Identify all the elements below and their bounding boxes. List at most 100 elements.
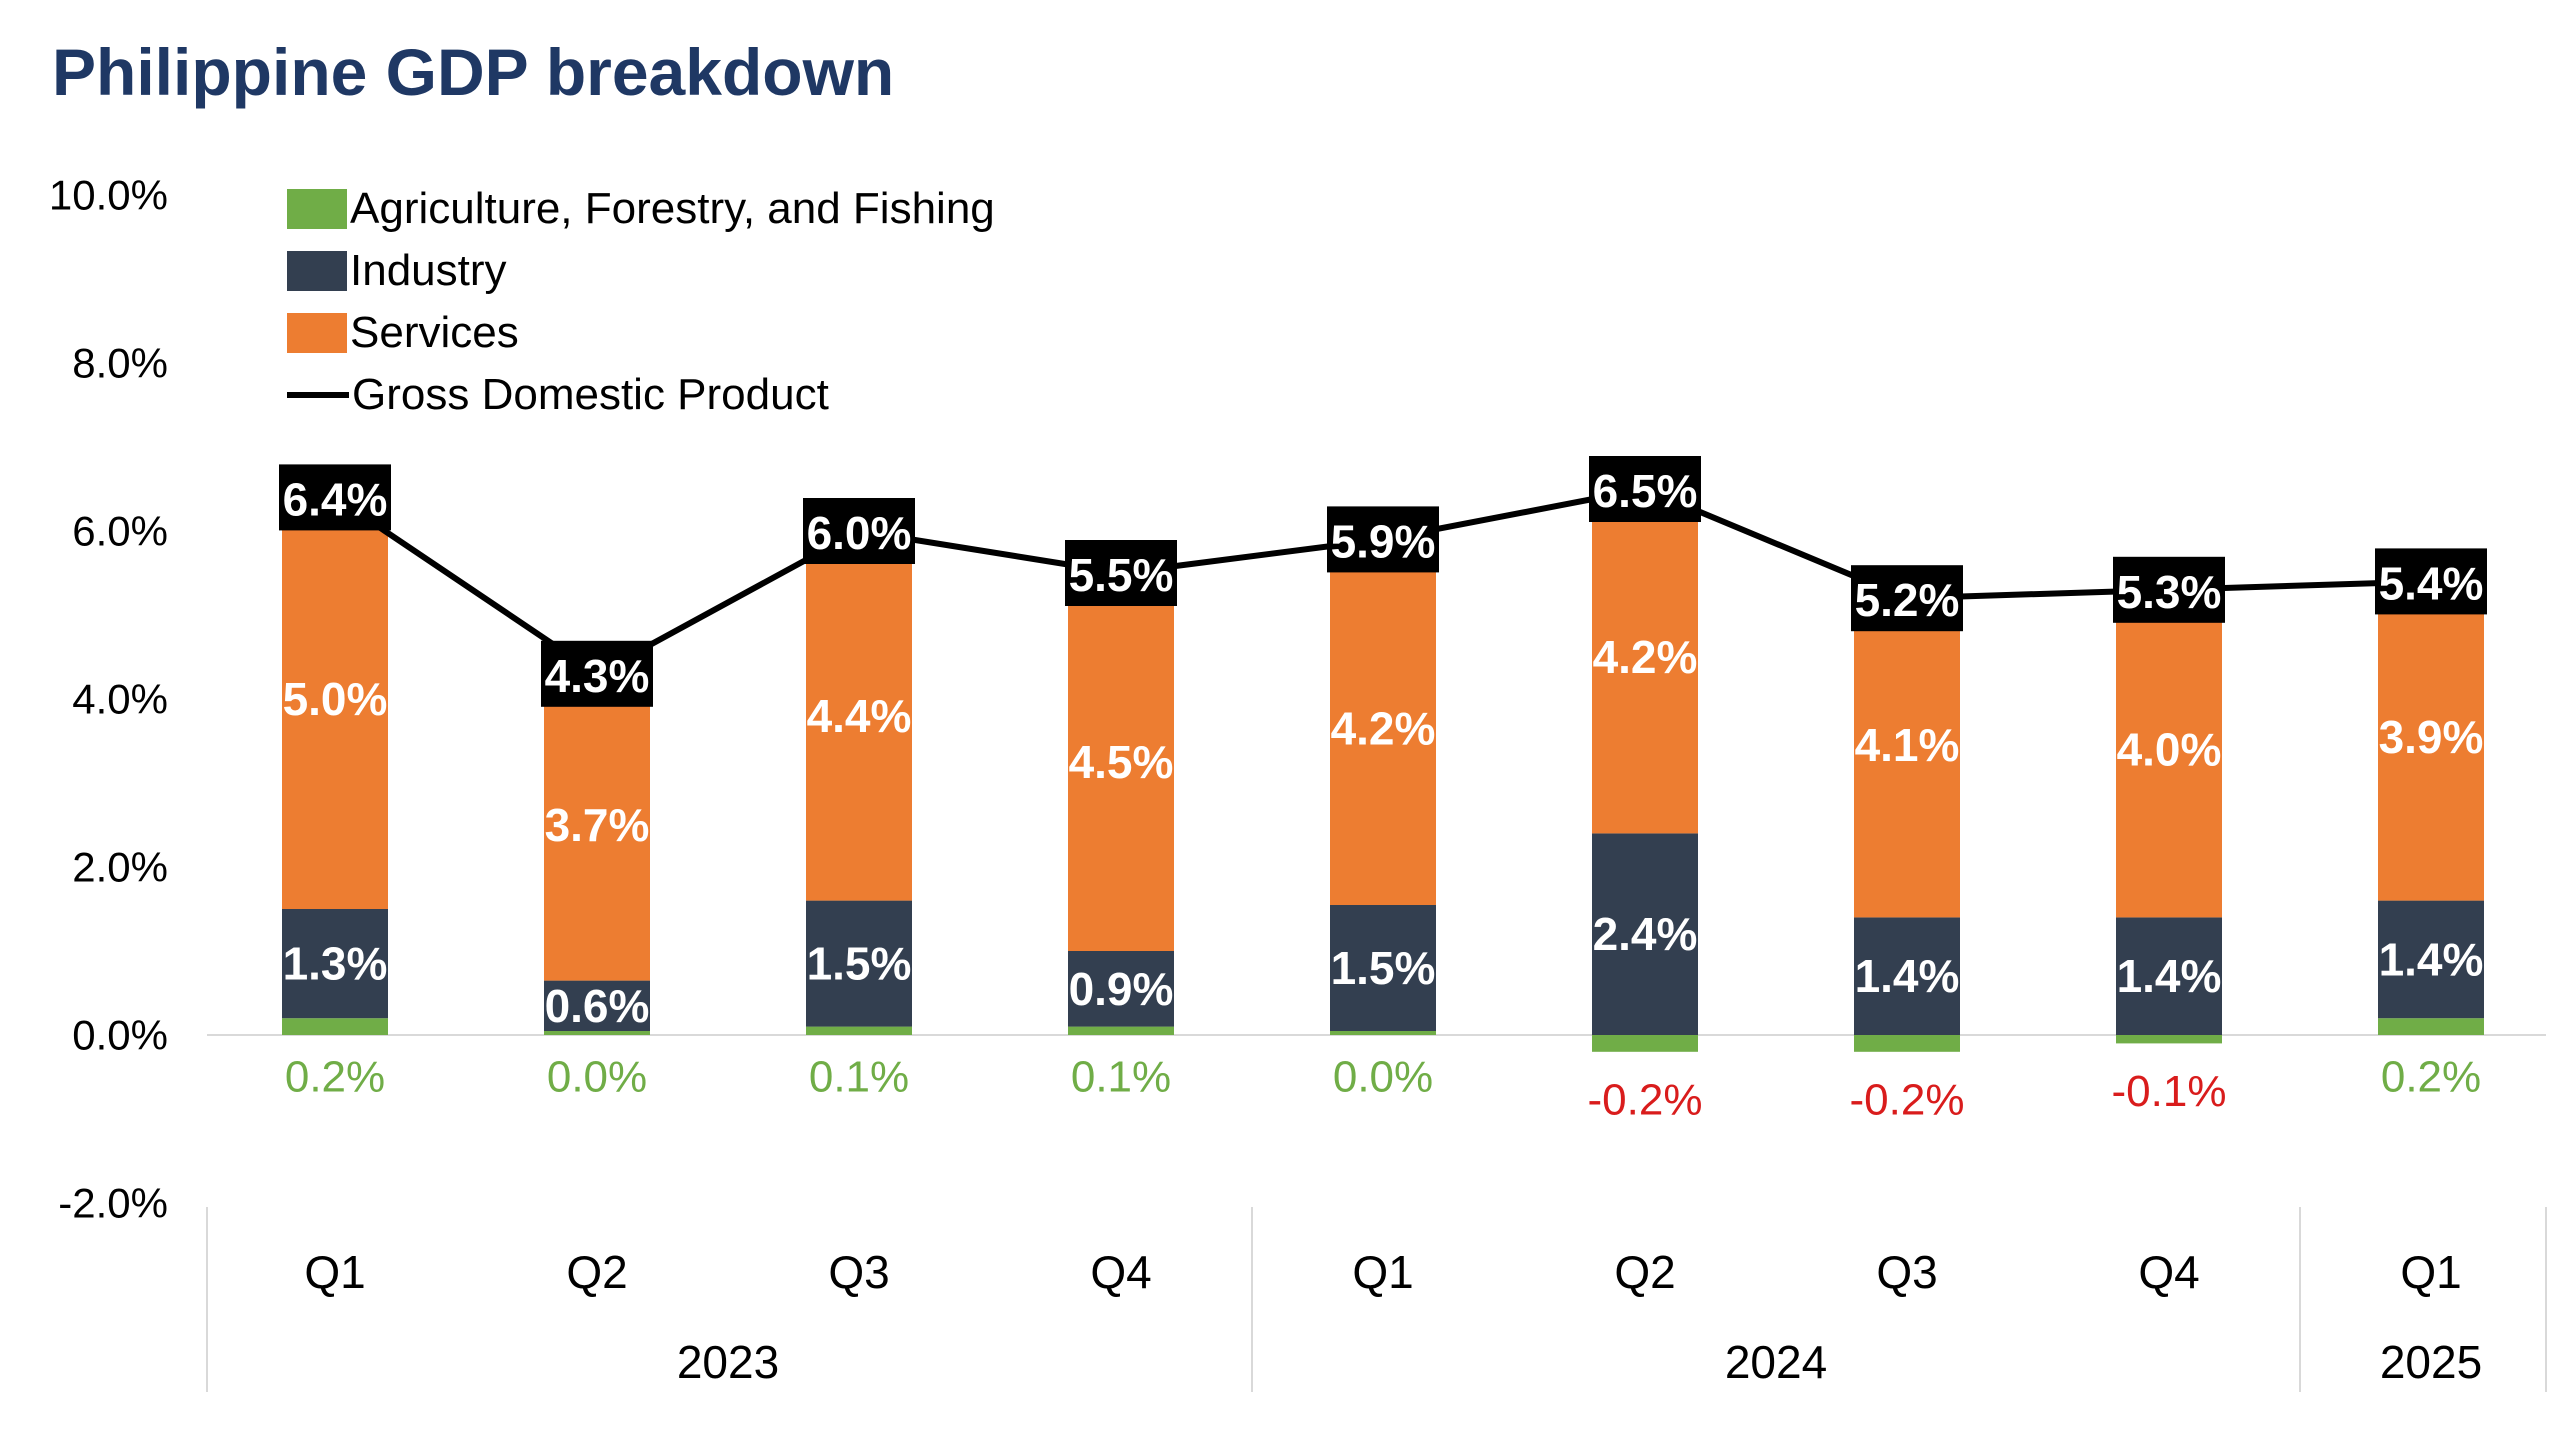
industry-value-label: 2.4% [1593, 908, 1698, 960]
chart-title: Philippine GDP breakdown [52, 35, 895, 109]
x-axis-year-label: 2023 [677, 1336, 779, 1388]
services-value-label: 3.7% [545, 799, 650, 851]
x-axis-quarter-label: Q2 [566, 1246, 627, 1298]
bar-segment-agriculture [1592, 1035, 1698, 1052]
agriculture-value-label: 0.0% [1333, 1053, 1433, 1102]
services-value-label: 5.0% [283, 673, 388, 725]
gdp-value-label: 4.3% [545, 650, 650, 702]
x-axis-quarter-label: Q3 [1876, 1246, 1937, 1298]
y-axis-tick-label: 2.0% [72, 844, 168, 891]
x-axis-quarter-label: Q2 [1614, 1246, 1675, 1298]
industry-value-label: 1.5% [1331, 942, 1436, 994]
gdp-label-box [803, 498, 915, 564]
gdp-value-label: 5.9% [1331, 515, 1436, 567]
gdp-value-label: 6.4% [283, 473, 388, 525]
x-axis-quarter-label: Q4 [1090, 1246, 1151, 1298]
y-axis-tick-label: 8.0% [72, 340, 168, 387]
services-value-label: 4.2% [1593, 631, 1698, 683]
bar-segment-industry [1330, 905, 1436, 1031]
bar-segment-services [1592, 480, 1698, 834]
bar-segment-agriculture [1068, 1026, 1174, 1035]
services-value-label: 4.0% [2117, 723, 2222, 775]
gdp-label-box [279, 464, 391, 531]
x-axis-quarter-label: Q3 [828, 1246, 889, 1298]
bar-segment-industry [282, 909, 388, 1019]
legend-swatch [287, 251, 347, 291]
services-value-label: 4.2% [1331, 703, 1436, 755]
legend-item-1: Industry [287, 240, 995, 302]
bar-segment-industry [544, 980, 650, 1031]
agriculture-value-label: 0.0% [547, 1053, 647, 1102]
gdp-value-label: 5.3% [2117, 566, 2222, 618]
bar-segment-agriculture [2378, 1018, 2484, 1035]
industry-value-label: 1.4% [2379, 933, 2484, 985]
bar-segment-industry [2116, 917, 2222, 1035]
bar-segment-agriculture [806, 1026, 912, 1035]
industry-value-label: 0.9% [1069, 963, 1174, 1015]
industry-value-label: 1.3% [283, 938, 388, 990]
legend-label: Services [350, 308, 519, 357]
agriculture-value-label: -0.1% [2112, 1067, 2227, 1116]
bar-segment-services [282, 489, 388, 909]
bar-segment-services [2116, 581, 2222, 918]
agriculture-value-label: -0.2% [1850, 1075, 1965, 1124]
bar-segment-industry [1592, 833, 1698, 1035]
bar-segment-industry [1854, 917, 1960, 1035]
legend-item-3: Gross Domestic Product [287, 364, 995, 426]
chart-legend: Agriculture, Forestry, and Fishing Indust… [287, 178, 995, 426]
services-value-label: 3.9% [2379, 711, 2484, 763]
bar-segment-services [544, 669, 650, 981]
x-axis-quarter-label: Q4 [2138, 1246, 2199, 1298]
bar-segment-agriculture [1854, 1035, 1960, 1052]
gdp-label-box [541, 640, 653, 707]
bar-segment-agriculture [544, 1031, 650, 1035]
agriculture-value-label: -0.2% [1588, 1075, 1703, 1124]
y-axis-tick-label: 4.0% [72, 676, 168, 723]
industry-value-label: 0.6% [545, 980, 650, 1032]
gdp-label-box [2113, 556, 2225, 623]
agriculture-value-label: 0.2% [285, 1053, 385, 1102]
legend-swatch [287, 189, 347, 229]
bar-segment-services [1068, 573, 1174, 951]
industry-value-label: 1.4% [2117, 950, 2222, 1002]
bar-segment-services [806, 531, 912, 901]
legend-label: Agriculture, Forestry, and Fishing [350, 184, 995, 233]
legend-item-2: Services [287, 302, 995, 364]
x-axis-quarter-label: Q1 [304, 1246, 365, 1298]
gdp-value-label: 5.5% [1069, 549, 1174, 601]
legend-label: Gross Domestic Product [352, 370, 829, 419]
x-axis-quarter-label: Q1 [2400, 1246, 2461, 1298]
legend-swatch [287, 313, 347, 353]
bar-segment-services [2378, 573, 2484, 901]
gdp-value-label: 5.4% [2379, 557, 2484, 609]
gdp-value-label: 6.0% [807, 507, 912, 559]
bar-segment-industry [2378, 900, 2484, 1019]
bar-segment-agriculture [282, 1018, 388, 1035]
x-axis-year-label: 2024 [1725, 1336, 1827, 1388]
gdp-label-box [1851, 565, 1963, 632]
gdp-label-box [2375, 548, 2487, 615]
bar-segment-industry [1068, 951, 1174, 1027]
legend-line-marker [287, 392, 349, 398]
gdp-value-label: 6.5% [1593, 465, 1698, 517]
x-axis-year-label: 2025 [2380, 1336, 2482, 1388]
bar-segment-agriculture [2116, 1035, 2222, 1044]
bar-segment-services [1330, 552, 1436, 905]
gdp-label-box [1065, 540, 1177, 606]
services-value-label: 4.1% [1855, 719, 1960, 771]
gdp-label-box [1327, 506, 1439, 573]
y-axis-tick-label: -2.0% [58, 1180, 168, 1227]
y-axis-tick-label: 10.0% [49, 172, 168, 219]
bar-segment-agriculture [1330, 1031, 1436, 1035]
industry-value-label: 1.4% [1855, 950, 1960, 1002]
agriculture-value-label: 0.1% [1071, 1053, 1171, 1102]
gdp-label-box [1589, 456, 1701, 522]
y-axis-tick-label: 0.0% [72, 1012, 168, 1059]
industry-value-label: 1.5% [807, 938, 912, 990]
legend-label: Industry [350, 246, 507, 295]
x-axis-quarter-label: Q1 [1352, 1246, 1413, 1298]
y-axis-tick-label: 6.0% [72, 508, 168, 555]
services-value-label: 4.5% [1069, 736, 1174, 788]
agriculture-value-label: 0.2% [2381, 1053, 2481, 1102]
